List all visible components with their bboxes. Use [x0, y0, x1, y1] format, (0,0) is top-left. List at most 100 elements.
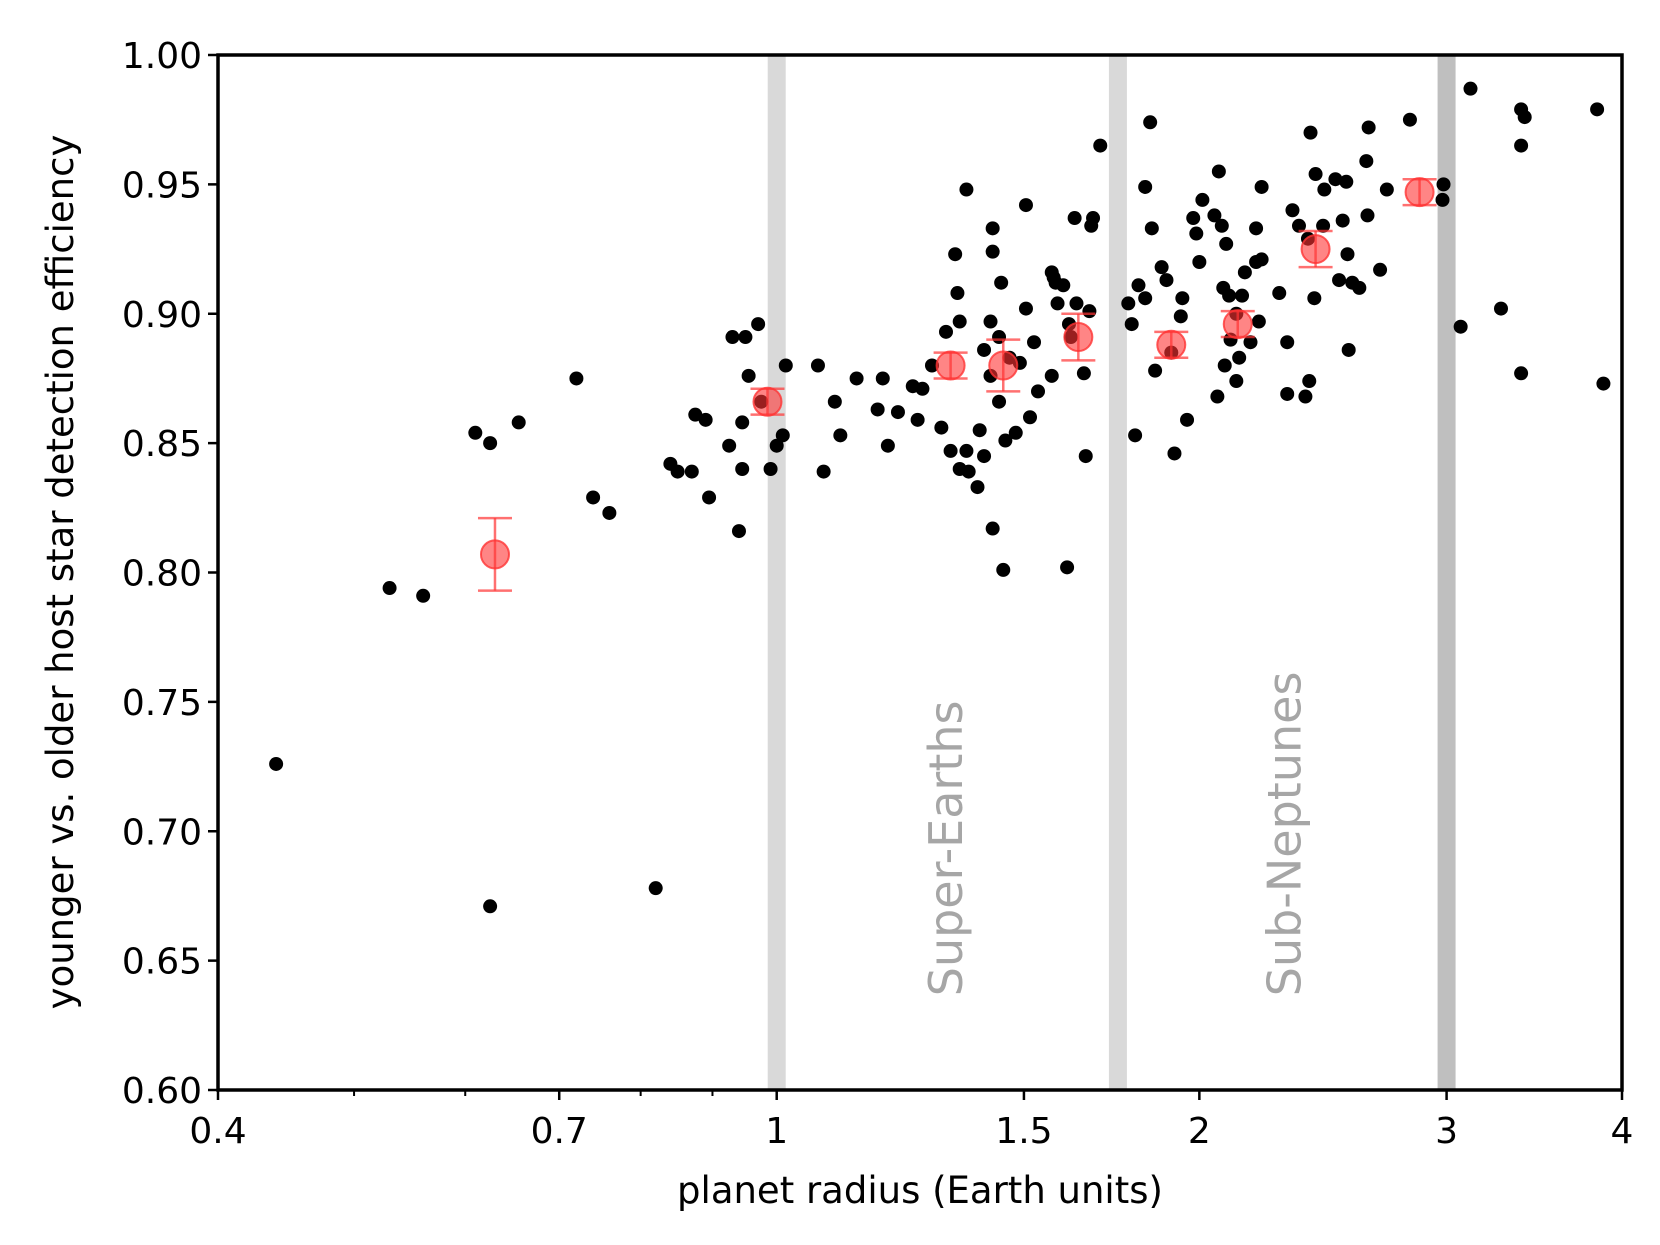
scatter-point: [833, 428, 848, 443]
scatter-point: [1056, 278, 1071, 293]
scatter-point: [722, 438, 737, 453]
scatter-point: [1008, 425, 1023, 440]
scatter-point: [1463, 81, 1478, 96]
scatter-point: [1180, 412, 1195, 427]
region-label: Super-Earths: [919, 701, 973, 997]
scatter-point: [1093, 138, 1108, 153]
scatter-point: [1453, 319, 1468, 334]
scatter-point: [1217, 358, 1232, 373]
scatter-point: [1341, 342, 1356, 357]
binned-mean-marker: [1300, 234, 1331, 265]
scatter-point: [1254, 179, 1269, 194]
scatter-point: [1023, 410, 1038, 425]
x-tick-label: 4: [1611, 1111, 1634, 1152]
scatter-point: [735, 462, 750, 476]
scatter-point: [1235, 288, 1250, 303]
scatter-point: [952, 314, 967, 329]
scatter-point: [751, 317, 766, 332]
scatter-point: [1219, 236, 1234, 251]
scatter-point: [992, 394, 1007, 409]
scatter-point: [880, 438, 895, 453]
scatter-point: [1159, 273, 1174, 288]
scatter-point: [1082, 304, 1097, 319]
scatter-point: [731, 524, 746, 539]
scatter-point: [468, 425, 483, 440]
scatter-point: [1175, 291, 1190, 306]
scatter-point: [985, 244, 1000, 259]
scatter-point: [1317, 182, 1332, 197]
y-tick-label: 0.85: [122, 424, 202, 465]
x-tick-label: 1.5: [995, 1111, 1052, 1152]
scatter-point: [1436, 177, 1451, 192]
x-axis: 0.4 0.7 1 1.5 2 3 4: [189, 1090, 1633, 1152]
scatter-point: [996, 562, 1011, 577]
scatter-point: [1186, 211, 1201, 226]
scatter-point: [483, 436, 498, 451]
scatter-point: [934, 420, 949, 435]
scatter-point: [959, 182, 974, 197]
scatter-point: [998, 433, 1013, 448]
scatter-point: [875, 371, 890, 386]
scatter-point: [1328, 172, 1343, 187]
x-tick-label: 1: [765, 1111, 788, 1152]
scatter-point: [778, 358, 793, 373]
y-axis-label: younger vs. older host star detection ef…: [39, 135, 82, 1010]
scatter-point: [775, 428, 790, 443]
scatter-point: [1050, 296, 1065, 311]
x-axis-label: planet radius (Earth units): [677, 1169, 1163, 1212]
binned-mean-point: [1402, 177, 1437, 208]
scatter-point: [1251, 314, 1266, 329]
binned-mean-marker: [1156, 329, 1187, 360]
scatter-point: [1031, 384, 1046, 399]
scatter-point: [849, 371, 864, 386]
scatter-point: [1067, 211, 1082, 226]
scatter-point: [1517, 110, 1532, 125]
scatter-point: [1167, 446, 1182, 461]
scatter-point: [983, 314, 998, 329]
binned-mean-point: [933, 350, 968, 381]
scatter-point: [511, 415, 526, 430]
scatter-point: [1189, 226, 1204, 241]
scatter-point: [1361, 120, 1376, 135]
scatter-point: [1018, 198, 1033, 213]
scatter-point: [1044, 368, 1059, 383]
scatter-point: [1435, 192, 1450, 207]
scatter-point: [1192, 255, 1207, 269]
scatter-point: [1076, 366, 1091, 381]
scatter-point: [670, 464, 685, 479]
scatter-point: [915, 381, 930, 396]
scatter-point: [1335, 213, 1350, 228]
x-tick-label: 3: [1435, 1111, 1458, 1152]
scatter-point: [382, 581, 397, 596]
scatter-point: [1121, 296, 1136, 311]
scatter-point: [1596, 376, 1611, 391]
scatter-point: [269, 756, 284, 771]
scatter-point: [1332, 273, 1347, 288]
scatter-point: [684, 464, 699, 479]
scatter-point: [702, 490, 717, 505]
scatter-point: [1339, 174, 1354, 189]
y-tick-label: 0.80: [122, 554, 202, 595]
binned-mean-marker: [479, 539, 510, 570]
scatter-point: [1352, 280, 1367, 295]
scatter-point: [948, 247, 963, 262]
scatter-point: [416, 588, 431, 603]
scatter-point: [1143, 115, 1158, 130]
binned-mean-point: [986, 338, 1021, 393]
scatter-point: [816, 464, 831, 479]
scatter-point: [1379, 182, 1394, 197]
scatter-point: [1590, 102, 1605, 117]
y-tick-label: 1.00: [122, 36, 202, 77]
scatter-point: [959, 443, 974, 458]
binned-mean-marker: [1222, 309, 1253, 340]
scatter-point: [698, 412, 713, 427]
binned-means: [477, 177, 1437, 592]
binned-mean-point: [1061, 312, 1096, 362]
vertical-band: [767, 55, 786, 1090]
vertical-band: [1108, 55, 1127, 1090]
scatter-point: [648, 881, 663, 896]
scatter-point: [1069, 296, 1084, 311]
binned-mean-point: [1220, 309, 1255, 340]
scatter-point: [1272, 286, 1287, 301]
